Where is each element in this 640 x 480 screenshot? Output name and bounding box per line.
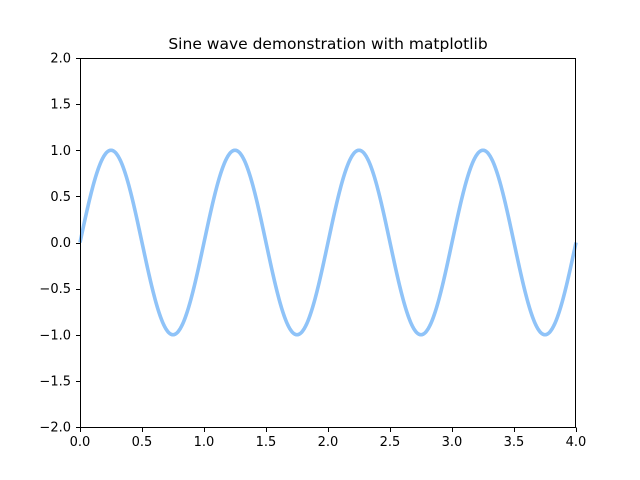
y-tick-label: 1.0: [50, 144, 71, 159]
y-tick-label: 2.0: [50, 52, 71, 67]
chart-title: Sine wave demonstration with matplotlib: [168, 35, 487, 53]
y-tick-label: 0.5: [50, 190, 71, 205]
x-tick-label: 2.5: [380, 435, 401, 450]
x-tick-label: 2.0: [318, 435, 339, 450]
y-axis: 2.0 1.5 1.0 0.5 0.0 −0.5 −1.0 −1.5 −2.0: [39, 52, 81, 436]
y-tick-label: −0.5: [39, 282, 71, 297]
y-tick-label: −1.0: [39, 328, 71, 343]
sine-series-line: [78, 148, 578, 337]
x-tick-label: 3.5: [504, 435, 525, 450]
series-layer: [78, 148, 578, 337]
x-tick-label: 3.0: [442, 435, 463, 450]
y-tick-label: −2.0: [39, 421, 71, 436]
x-axis: 0.0 0.5 1.0 1.5 2.0 2.5 3.0 3.5 4.0: [70, 427, 587, 450]
x-tick-label: 4.0: [566, 435, 587, 450]
x-tick-label: 0.5: [132, 435, 153, 450]
x-tick-label: 0.0: [70, 435, 91, 450]
y-tick-label: 1.5: [50, 98, 71, 113]
x-tick-label: 1.0: [194, 435, 215, 450]
x-tick-label: 1.5: [256, 435, 277, 450]
y-tick-label: 0.0: [50, 236, 71, 251]
y-tick-label: −1.5: [39, 374, 71, 389]
plot-frame: [80, 58, 576, 428]
